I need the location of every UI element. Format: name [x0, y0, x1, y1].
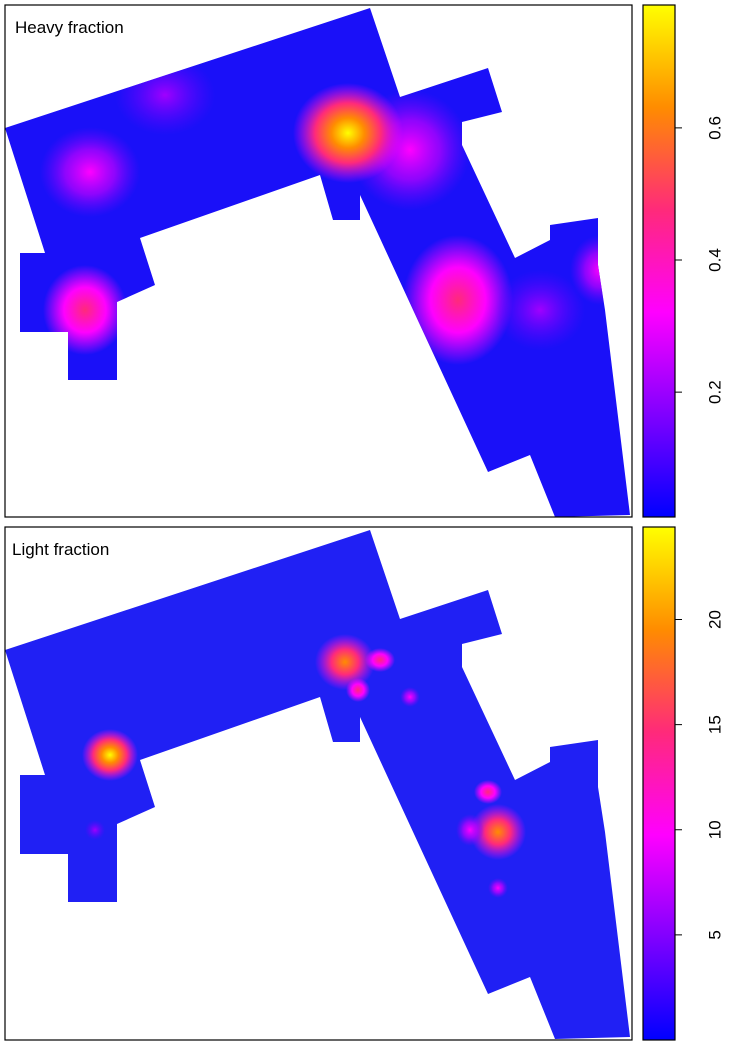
- panel-title: Light fraction: [12, 540, 109, 559]
- colorbar-frame: [642, 4, 676, 518]
- colorbar: [643, 5, 675, 517]
- panel-frame: [4, 526, 633, 1041]
- colorbar: [643, 527, 675, 1040]
- tick-label: 5: [705, 930, 724, 939]
- tick-label: 0.6: [705, 116, 724, 140]
- tick-label: 10: [705, 820, 724, 839]
- heatmap-surface: [5, 8, 630, 517]
- tick-label: 0.2: [705, 380, 724, 404]
- tick-label: 0.4: [705, 248, 724, 272]
- tick-label: 20: [705, 610, 724, 629]
- colorbar-frame: [642, 526, 676, 1041]
- panel-title: Heavy fraction: [15, 18, 124, 37]
- panel-frame: [4, 4, 633, 518]
- tick-label: 15: [705, 715, 724, 734]
- heatmap-surface: [5, 530, 630, 1039]
